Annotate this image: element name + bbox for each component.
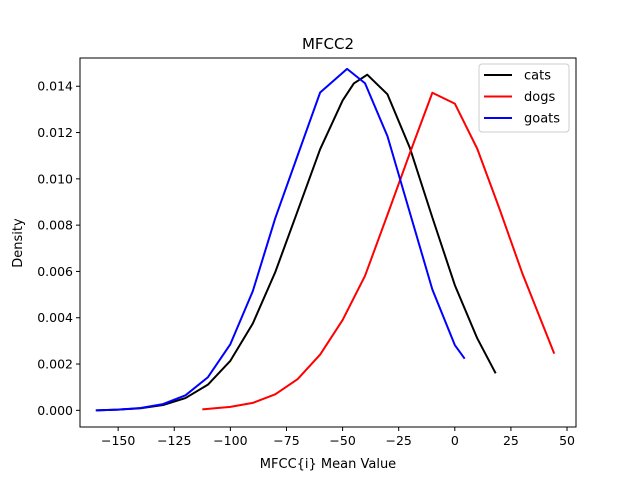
x-axis: −150 −125 −100 −75 −50 −25 0 25 50 [101, 427, 575, 448]
x-tick-label: 25 [503, 433, 519, 448]
series-line-cats [96, 73, 497, 412]
x-tick-label: −100 [213, 433, 247, 448]
y-tick-label: 0.000 [37, 403, 73, 418]
x-tick-label: −25 [386, 433, 412, 448]
y-axis-label: Density [11, 218, 26, 268]
x-tick-label: −150 [101, 433, 135, 448]
y-tick-label: 0.002 [37, 357, 73, 372]
y-tick-label: 0.008 [37, 218, 73, 233]
y-tick-label: 0.012 [37, 125, 73, 140]
legend-label-goats: goats [524, 112, 560, 127]
series-line-dogs [202, 91, 556, 411]
legend: cats dogs goats [478, 63, 570, 133]
y-tick-label: 0.006 [37, 264, 73, 279]
chart-title: MFCC2 [302, 35, 354, 53]
x-tick-label: 0 [451, 433, 459, 448]
series-line-goats [95, 67, 466, 412]
y-tick-label: 0.010 [37, 171, 73, 186]
x-tick-label: −50 [329, 433, 355, 448]
x-tick-label: −75 [273, 433, 299, 448]
y-tick-label: 0.014 [37, 79, 73, 94]
legend-box [478, 63, 570, 133]
y-tick-label: 0.004 [37, 310, 73, 325]
legend-label-dogs: dogs [524, 90, 555, 105]
x-tick-label: 50 [559, 433, 575, 448]
plot-area [95, 67, 556, 412]
legend-label-cats: cats [524, 69, 551, 84]
x-tick-label: −125 [157, 433, 191, 448]
x-axis-label: MFCC{i} Mean Value [260, 457, 396, 472]
y-axis: 0.000 0.002 0.004 0.006 0.008 0.010 0.012 0.014 [37, 79, 80, 418]
axes-frame [79, 57, 577, 428]
